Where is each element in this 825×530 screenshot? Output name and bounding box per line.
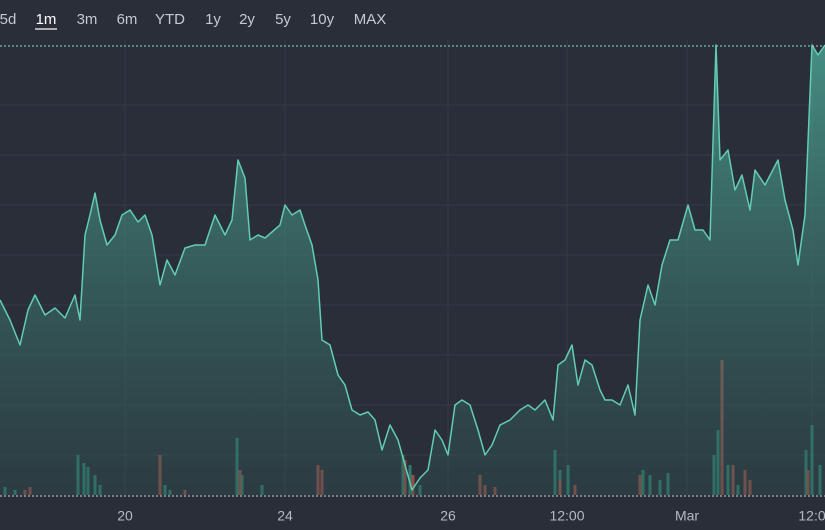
range-button[interactable]: 3m	[77, 11, 98, 28]
range-button[interactable]: 5y	[275, 11, 291, 28]
range-button[interactable]: 1y	[205, 11, 221, 28]
range-button[interactable]: 10y	[310, 11, 335, 28]
x-tick-label: 12:00	[549, 508, 584, 524]
x-tick-label: 12:0	[798, 508, 825, 524]
x-tick-label: 24	[277, 508, 293, 524]
volume-bar	[408, 465, 412, 495]
range-button[interactable]: 6m	[117, 11, 138, 28]
x-tick-label: Mar	[675, 508, 699, 524]
range-button[interactable]: 1m	[36, 11, 57, 28]
range-button[interactable]: MAX	[354, 11, 387, 28]
x-tick-label: 26	[440, 508, 456, 524]
price-area	[0, 45, 825, 495]
range-button[interactable]: 2y	[239, 11, 255, 28]
price-line	[0, 44, 825, 491]
x-tick-label: 20	[117, 508, 133, 524]
range-button[interactable]: 5d	[0, 11, 16, 28]
range-button[interactable]: YTD	[155, 11, 185, 28]
volume-bar	[411, 475, 415, 495]
